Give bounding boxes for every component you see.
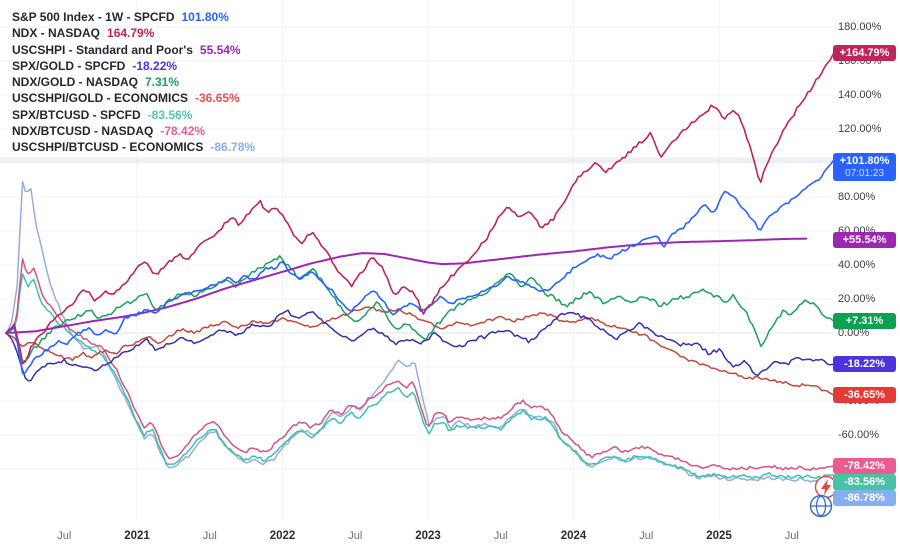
legend-label: NDX - NASDAQ xyxy=(12,26,101,41)
price-badge-value: +101.80% xyxy=(839,154,890,167)
price-badge-5: -36.65% xyxy=(833,387,896,403)
y-axis-label: -60.00% xyxy=(838,429,879,441)
x-axis-label: 2025 xyxy=(706,530,732,542)
price-scale[interactable]: 180.00%160.00%140.00%120.00%100.00%80.00… xyxy=(832,0,900,520)
legend-value: 101.80% xyxy=(181,10,229,24)
legend-label: SPX/GOLD - SPCFD xyxy=(12,58,126,73)
legend-value: -83.56% xyxy=(147,107,193,122)
legend-value: -36.65% xyxy=(195,91,240,106)
series-line-7[interactable] xyxy=(5,159,835,375)
y-axis-label: 40.00% xyxy=(838,259,876,271)
x-axis-label: Jul xyxy=(784,530,799,542)
price-badge-value: -36.65% xyxy=(844,389,885,401)
x-axis-label: Jul xyxy=(348,530,363,542)
price-badge-2: +55.54% xyxy=(833,232,896,248)
price-badge-value: +7.31% xyxy=(845,315,884,327)
legend-item-0[interactable]: S&P 500 Index - 1W - SPCFD 101.80% xyxy=(12,9,255,25)
legend-item-4[interactable]: NDX/GOLD - NASDAQ 7.31% xyxy=(12,74,255,90)
legend-item-1[interactable]: NDX - NASDAQ 164.79% xyxy=(12,25,255,41)
price-badge-value: -83.56% xyxy=(844,476,885,488)
price-badge-6: -78.42% xyxy=(833,458,896,474)
x-axis-label: Jul xyxy=(202,530,217,542)
legend-item-5[interactable]: USCSHPI/GOLD - ECONOMICS -36.65% xyxy=(12,90,255,106)
price-badge-4: -18.22% xyxy=(833,356,896,372)
countdown-timer: 07:01:23 xyxy=(845,167,884,179)
x-axis-label: Jul xyxy=(57,530,72,542)
y-axis-label: 20.00% xyxy=(838,293,876,305)
legend-item-3[interactable]: SPX/GOLD - SPCFD -18.22% xyxy=(12,58,255,74)
legend-value: 55.54% xyxy=(199,42,241,57)
x-axis-label: 2024 xyxy=(560,530,587,542)
price-badge-value: +55.54% xyxy=(842,234,887,246)
x-axis-label: Jul xyxy=(493,530,508,542)
legend-label: USCSHPI/GOLD - ECONOMICS xyxy=(12,91,189,106)
legend-label: NDX/GOLD - NASDAQ xyxy=(12,75,138,90)
x-axis-label: 2023 xyxy=(415,530,441,542)
legend-label: USCSHPI/BTCUSD - ECONOMICS xyxy=(12,140,204,155)
legend-label: USCSHPI - Standard and Poor's xyxy=(12,42,193,57)
price-badge-value: +164.79% xyxy=(839,47,890,59)
y-axis-label: 180.00% xyxy=(838,21,882,33)
y-axis-label: 0.00% xyxy=(838,327,870,339)
y-axis-label: 120.00% xyxy=(838,123,882,135)
legend-label: NDX/BTCUSD - NASDAQ xyxy=(12,124,154,139)
price-badge-value: -78.42% xyxy=(844,460,885,472)
x-axis-label: 2021 xyxy=(124,530,150,542)
legend-value: 164.79% xyxy=(107,26,155,41)
time-scale[interactable]: Jul 2021 Jul 2022 Jul 2023 Jul 2024 Jul 2025 Jul xyxy=(0,520,900,559)
series-line-5[interactable] xyxy=(5,255,835,363)
series-line-8[interactable] xyxy=(5,52,835,365)
legend-item-7[interactable]: NDX/BTCUSD - NASDAQ -78.42% xyxy=(12,123,255,139)
series-line-0[interactable] xyxy=(5,181,835,483)
price-badge-value: -18.22% xyxy=(844,358,885,370)
legend-value: 7.31% xyxy=(145,75,180,90)
x-axis-label: Jul xyxy=(639,530,654,542)
legend-item-2[interactable]: USCSHPI - Standard and Poor's 55.54% xyxy=(12,42,255,58)
legend-value: -86.78% xyxy=(210,140,256,155)
price-badge-8: -86.78% xyxy=(833,490,896,506)
lightning-bolt-icon xyxy=(821,479,831,495)
series-line-2[interactable] xyxy=(5,258,835,471)
legend-value: -18.22% xyxy=(132,58,178,73)
y-axis-label: 140.00% xyxy=(838,89,882,101)
x-axis-label: 2022 xyxy=(269,530,296,542)
chart-legend: S&P 500 Index - 1W - SPCFD 101.80% NDX - N… xyxy=(12,9,255,156)
legend-value: -78.42% xyxy=(160,124,206,139)
price-badge-3: +7.31% xyxy=(833,313,896,329)
series-line-1[interactable] xyxy=(5,273,835,480)
legend-label: SPX/BTCUSD - SPCFD xyxy=(12,107,141,122)
price-badge-0: +164.79% xyxy=(833,45,896,61)
price-badge-value: -86.78% xyxy=(844,492,885,504)
y-axis-label: 80.00% xyxy=(838,191,876,203)
series-line-6[interactable] xyxy=(5,237,808,334)
price-badge-1: +101.80% 07:01:23 xyxy=(833,152,896,181)
price-badge-7: -83.56% xyxy=(833,474,896,490)
series-line-4[interactable] xyxy=(5,309,835,382)
legend-item-6[interactable]: SPX/BTCUSD - SPCFD -83.56% xyxy=(12,107,255,123)
series-line-3[interactable] xyxy=(5,306,835,397)
legend-label: S&P 500 Index - 1W - SPCFD xyxy=(12,10,175,24)
legend-item-8[interactable]: USCSHPI/BTCUSD - ECONOMICS -86.78% xyxy=(12,139,255,155)
